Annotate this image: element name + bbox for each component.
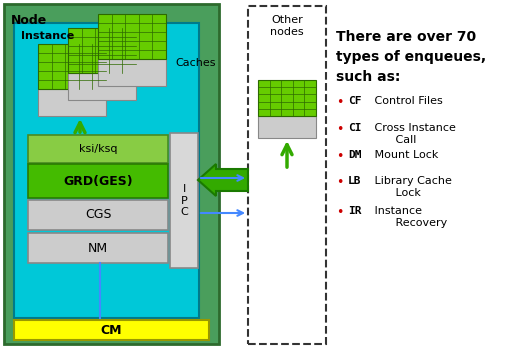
Text: Control Files: Control Files <box>371 96 443 106</box>
Text: Library Cache
       Lock: Library Cache Lock <box>371 176 452 198</box>
Text: •: • <box>336 96 343 109</box>
Text: GRD(GES): GRD(GES) <box>63 174 133 188</box>
Text: DM: DM <box>348 150 362 160</box>
Text: types of enqueues,: types of enqueues, <box>336 50 486 64</box>
Bar <box>258 80 316 116</box>
Text: I
P
C: I P C <box>180 184 188 217</box>
Text: CM: CM <box>101 324 122 337</box>
Text: NM: NM <box>88 242 108 254</box>
Text: •: • <box>336 206 343 219</box>
Text: There are over 70: There are over 70 <box>336 30 476 44</box>
Text: CGS: CGS <box>85 208 111 221</box>
Text: •: • <box>336 176 343 189</box>
Bar <box>98 59 166 86</box>
Text: CI: CI <box>348 123 362 133</box>
Text: CF: CF <box>348 96 362 106</box>
Text: Node: Node <box>11 14 47 27</box>
Text: Caches: Caches <box>175 58 215 68</box>
Bar <box>28 135 168 163</box>
Bar <box>28 200 168 230</box>
Text: •: • <box>336 123 343 136</box>
Text: ksi/ksq: ksi/ksq <box>79 144 117 154</box>
Text: LB: LB <box>348 176 362 186</box>
FancyArrow shape <box>198 164 248 196</box>
Bar <box>68 28 136 73</box>
Bar <box>68 73 136 100</box>
Text: Cross Instance
       Call: Cross Instance Call <box>371 123 456 145</box>
Text: Other
nodes: Other nodes <box>270 15 304 37</box>
Text: •: • <box>336 150 343 163</box>
Text: such as:: such as: <box>336 70 401 84</box>
Bar <box>248 6 326 344</box>
Bar <box>14 23 199 318</box>
Bar <box>28 164 168 198</box>
Bar <box>98 14 166 59</box>
Text: Instance: Instance <box>21 31 74 41</box>
Bar <box>4 4 219 344</box>
Bar <box>170 133 198 268</box>
Bar <box>28 233 168 263</box>
Bar <box>258 116 316 138</box>
Text: Mount Lock: Mount Lock <box>371 150 438 160</box>
Bar <box>38 89 106 116</box>
Text: IR: IR <box>348 206 362 216</box>
Bar <box>38 44 106 89</box>
Text: Instance
       Recovery: Instance Recovery <box>371 206 447 228</box>
Bar <box>14 320 209 340</box>
